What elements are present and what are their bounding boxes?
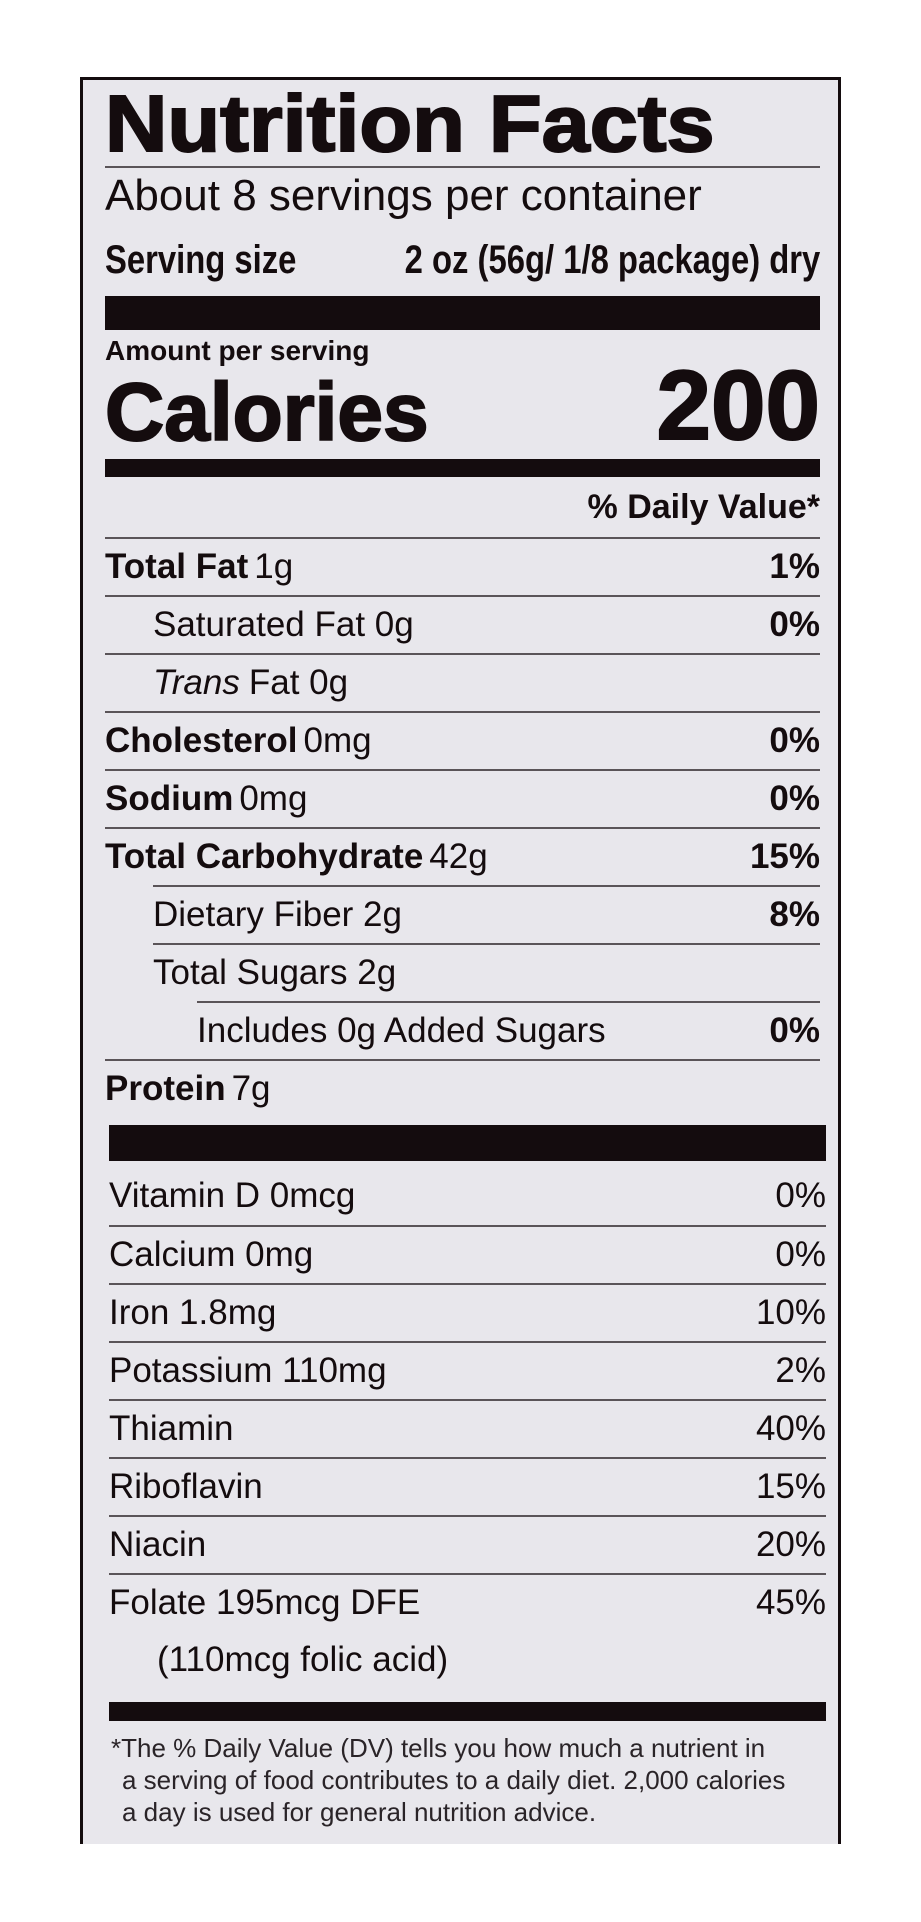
vitamin-dv: 45% — [755, 1583, 826, 1622]
vitamin-dv: 0% — [775, 1176, 826, 1215]
nutrient-row-trans-fat: Trans Fat 0g — [105, 653, 820, 711]
vitamin-name: (110mcg folic acid) — [157, 1640, 449, 1679]
nutrient-row-dietary-fiber: Dietary Fiber 2g 8% — [153, 885, 820, 943]
vitamin-dv: 40% — [755, 1409, 826, 1448]
nutrient-row-total-sugars: Total Sugars 2g — [153, 943, 820, 1001]
serving-size-label: Serving size — [105, 238, 297, 282]
thick-divider — [105, 296, 820, 330]
vitamin-dv: 2% — [775, 1351, 826, 1390]
vitamin-dv: 10% — [755, 1293, 826, 1332]
serving-size-value: 2 oz (56g/ 1/8 package) dry — [404, 238, 821, 282]
vitamin-row: Folate 195mcg DFE 45% — [109, 1573, 826, 1631]
vitamin-dv: 15% — [755, 1467, 826, 1506]
nutrient-dv: 0% — [769, 779, 820, 818]
vitamin-name: Potassium 110mg — [109, 1351, 387, 1390]
footnote-line: a serving of food contributes to a daily… — [122, 1765, 786, 1795]
nutrient-dv: 0% — [769, 1011, 820, 1050]
nutrient-name: Saturated Fat 0g — [153, 605, 414, 644]
vitamin-name: Calcium 0mg — [109, 1235, 314, 1274]
vitamin-dv: 0% — [775, 1235, 826, 1274]
nutrient-row-sodium: Sodium 0mg 0% — [105, 769, 820, 827]
vitamin-row: Potassium 110mg 2% — [109, 1341, 826, 1399]
nutrient-dv: 0% — [769, 605, 820, 644]
vitamin-name: Folate 195mcg DFE — [109, 1583, 421, 1622]
vitamin-row: Iron 1.8mg 10% — [109, 1283, 826, 1341]
daily-value-header: % Daily Value* — [587, 488, 820, 526]
nutrient-row-added-sugars: Includes 0g Added Sugars 0% — [197, 1001, 820, 1059]
vitamin-row: Niacin 20% — [109, 1515, 826, 1573]
vitamin-name: Vitamin D 0mcg — [109, 1176, 356, 1215]
medium-divider — [105, 459, 820, 477]
vitamin-row: Vitamin D 0mcg 0% — [109, 1167, 826, 1225]
footnote-line: *The % Daily Value (DV) tells you how mu… — [111, 1733, 766, 1763]
nutrient-name: Protein — [105, 1069, 226, 1108]
nutrient-name: Dietary Fiber 2g — [153, 895, 402, 934]
nutrient-name: Total Fat — [105, 547, 249, 586]
nutrient-amount: 1g — [254, 547, 294, 586]
vitamin-row: (110mcg folic acid) — [109, 1631, 826, 1689]
vitamin-dv: 20% — [755, 1525, 826, 1564]
nutrient-dv: 1% — [769, 547, 820, 586]
nutrient-name: Fat 0g — [248, 663, 349, 702]
nutrient-amount: 7g — [231, 1069, 271, 1108]
nutrient-dv: 0% — [769, 721, 820, 760]
servings-per-container: About 8 servings per container — [105, 171, 702, 220]
nutrient-row-total-fat: Total Fat 1g 1% — [105, 537, 820, 595]
vitamin-row: Riboflavin 15% — [109, 1457, 826, 1515]
vitamin-row: Calcium 0mg 0% — [109, 1225, 826, 1283]
vitamin-name: Riboflavin — [109, 1467, 263, 1506]
footnote: *The % Daily Value (DV) tells you how mu… — [111, 1732, 828, 1828]
amount-per-serving: Amount per serving — [105, 335, 370, 366]
nutrient-name: Total Carbohydrate — [105, 837, 424, 876]
nutrient-name: Sodium — [105, 779, 234, 818]
thick-divider — [109, 1125, 826, 1161]
nutrient-name: Cholesterol — [105, 721, 298, 760]
medium-divider — [109, 1702, 826, 1721]
footnote-line: a day is used for general nutrition advi… — [122, 1797, 597, 1827]
divider — [105, 166, 820, 168]
nutrient-row-cholesterol: Cholesterol 0mg 0% — [105, 711, 820, 769]
nutrient-row-protein: Protein 7g — [105, 1059, 820, 1117]
nutrient-amount: 42g — [429, 837, 488, 876]
nutrient-row-total-carbohydrate: Total Carbohydrate 42g 15% — [105, 827, 820, 885]
nutrient-name: Total Sugars 2g — [153, 953, 397, 992]
serving-size: Serving size 2 oz (56g/ 1/8 package) dry — [105, 240, 820, 280]
nutrient-row-saturated-fat: Saturated Fat 0g 0% — [105, 595, 820, 653]
vitamin-name: Niacin — [109, 1525, 207, 1564]
calories-label: Calories — [104, 367, 430, 458]
nutrient-dv: 15% — [749, 837, 820, 876]
calories-value: 200 — [655, 350, 821, 460]
nutrient-name-italic: Trans — [153, 663, 240, 702]
label-title: Nutrition Facts — [104, 79, 716, 168]
vitamin-name: Iron 1.8mg — [109, 1293, 277, 1332]
nutrient-amount: 0mg — [303, 721, 372, 760]
nutrient-amount: 0mg — [239, 779, 308, 818]
vitamin-row: Thiamin 40% — [109, 1399, 826, 1457]
nutrient-name: Includes 0g Added Sugars — [197, 1011, 606, 1050]
nutrient-dv: 8% — [769, 895, 820, 934]
nutrition-facts-panel: Nutrition Facts About 8 servings per con… — [80, 77, 841, 1844]
vitamin-name: Thiamin — [109, 1409, 234, 1448]
